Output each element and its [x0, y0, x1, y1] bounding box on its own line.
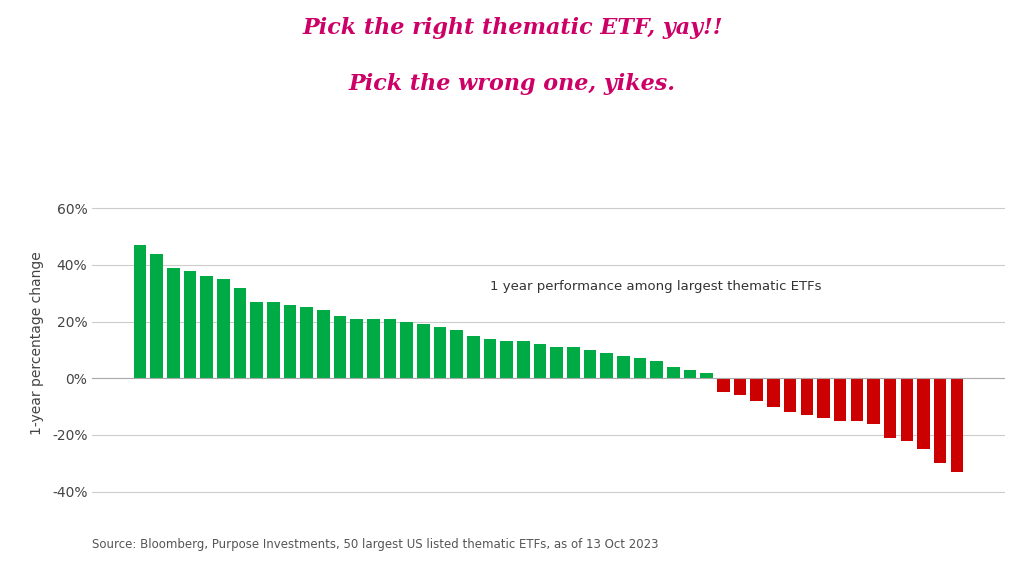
Bar — [367, 319, 379, 378]
Bar — [500, 341, 512, 378]
Bar — [183, 270, 196, 378]
Bar — [467, 336, 480, 378]
Bar — [133, 245, 147, 378]
Bar — [450, 330, 463, 378]
Bar — [351, 319, 363, 378]
Bar — [917, 378, 930, 449]
Bar — [567, 347, 579, 378]
Bar — [518, 341, 530, 378]
Bar — [534, 345, 546, 378]
Bar — [767, 378, 780, 406]
Bar — [417, 324, 429, 378]
Bar — [817, 378, 829, 418]
Bar — [750, 378, 763, 401]
Bar — [601, 353, 613, 378]
Text: Pick the wrong one, yikes.: Pick the wrong one, yikes. — [348, 73, 676, 95]
Bar — [617, 356, 629, 378]
Bar — [300, 307, 313, 378]
Bar — [801, 378, 813, 415]
Bar — [901, 378, 913, 441]
Bar — [334, 316, 346, 378]
Bar — [217, 279, 230, 378]
Bar — [201, 276, 213, 378]
Bar — [151, 253, 163, 378]
Bar — [934, 378, 946, 463]
Bar — [633, 359, 647, 378]
Bar — [167, 268, 179, 378]
Bar — [584, 350, 597, 378]
Bar — [867, 378, 879, 424]
Bar — [651, 361, 663, 378]
Text: 1 year performance among largest thematic ETFs: 1 year performance among largest themati… — [490, 280, 821, 293]
Bar — [484, 338, 496, 378]
Bar — [317, 310, 330, 378]
Bar — [884, 378, 896, 438]
Bar — [718, 378, 730, 392]
Bar — [667, 367, 680, 378]
Bar — [234, 288, 246, 378]
Bar — [550, 347, 563, 378]
Bar — [784, 378, 796, 413]
Y-axis label: 1-year percentage change: 1-year percentage change — [30, 251, 43, 434]
Text: Source: Bloomberg, Purpose Investments, 50 largest US listed thematic ETFs, as o: Source: Bloomberg, Purpose Investments, … — [92, 538, 659, 551]
Bar — [268, 302, 280, 378]
Bar — [383, 319, 397, 378]
Bar — [434, 327, 446, 378]
Bar — [834, 378, 847, 421]
Bar — [950, 378, 964, 472]
Bar — [700, 373, 713, 378]
Bar — [734, 378, 746, 395]
Bar — [284, 305, 296, 378]
Bar — [401, 321, 413, 378]
Text: Pick the right thematic ETF, yay!!: Pick the right thematic ETF, yay!! — [302, 17, 723, 39]
Bar — [250, 302, 262, 378]
Bar — [851, 378, 863, 421]
Bar — [684, 370, 696, 378]
